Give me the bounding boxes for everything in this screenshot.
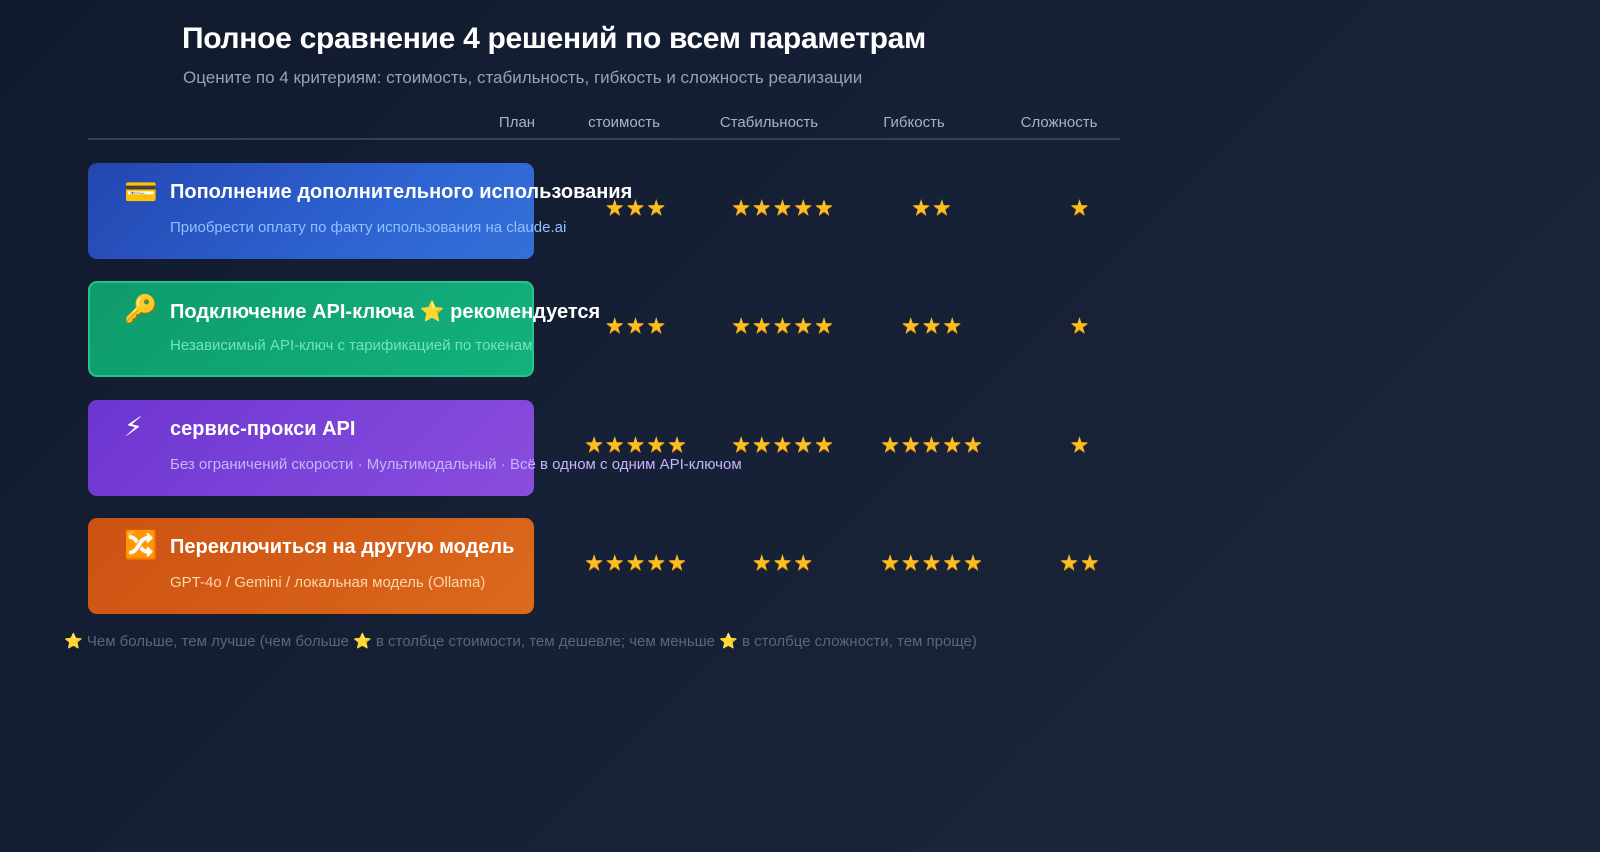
plan-card-api-key[interactable] <box>88 281 534 377</box>
rating-flexibility: ★★★ <box>900 314 964 339</box>
rating-complexity: ★ <box>1069 196 1091 221</box>
rating-complexity: ★ <box>1069 433 1091 458</box>
rating-stability: ★★★★★ <box>731 196 835 221</box>
key-icon: 🔑 <box>124 294 158 325</box>
page-subtitle: Оцените по 4 критериям: стоимость, стаби… <box>183 68 863 87</box>
rating-complexity: ★ <box>1069 314 1091 339</box>
rating-cost: ★★★ <box>604 196 668 221</box>
rating-cost: ★★★★★ <box>584 433 688 458</box>
rating-flexibility: ★★★★★ <box>880 551 984 576</box>
rating-cost: ★★★★★ <box>584 551 688 576</box>
column-header-cost: стоимость <box>588 114 660 131</box>
rating-stability: ★★★★★ <box>731 433 835 458</box>
shuffle-icon: 🔀 <box>124 530 158 561</box>
legend-footnote: ⭐ Чем больше, тем лучше (чем больше ⭐ в … <box>64 632 977 650</box>
plan-name: Пополнение дополнительного использования <box>170 181 633 203</box>
footnote-text-3: в столбце сложности, тем проще) <box>737 633 977 650</box>
rating-flexibility: ★★★★★ <box>880 433 984 458</box>
star-icon: ⭐ <box>353 632 372 650</box>
lightning-icon: ⚡ <box>124 412 143 443</box>
column-header-plan: План <box>498 114 536 131</box>
rating-flexibility: ★★ <box>911 196 953 221</box>
plan-card-topup[interactable] <box>88 163 534 259</box>
plan-card-proxy[interactable] <box>88 400 534 496</box>
column-header-flexibility: Гибкость <box>883 114 945 131</box>
plan-description: Без ограничений скорости · Мультимодальн… <box>170 456 742 473</box>
rating-stability: ★★★★★ <box>731 314 835 339</box>
footnote-text-2: в столбце стоимости, тем дешевле; чем ме… <box>371 633 720 650</box>
page-title: Полное сравнение 4 решений по всем парам… <box>182 22 926 55</box>
plan-card-switch-model[interactable] <box>88 518 534 614</box>
plan-description: Независимый API-ключ с тарификацией по т… <box>170 337 533 354</box>
column-header-complexity: Сложность <box>1020 114 1098 131</box>
credit-card-icon: 💳 <box>124 177 158 208</box>
plan-name: Переключиться на другую модель <box>170 536 515 558</box>
rating-complexity: ★★ <box>1059 551 1101 576</box>
plan-description: Приобрести оплату по факту использования… <box>170 219 567 236</box>
plan-name: сервис-прокси API <box>170 418 356 440</box>
rating-stability: ★★★ <box>751 551 815 576</box>
plan-name: Подключение API-ключа ⭐ рекомендуется <box>170 301 601 323</box>
rating-cost: ★★★ <box>604 314 668 339</box>
plan-description: GPT-4o / Gemini / локальная модель (Olla… <box>170 574 486 591</box>
footnote-text-1: Чем больше, тем лучше (чем больше <box>82 633 354 650</box>
column-header-stability: Стабильность <box>719 114 819 131</box>
table-header: План стоимость Стабильность Гибкость Сло… <box>88 112 1120 140</box>
star-icon: ⭐ <box>64 632 83 650</box>
star-icon: ⭐ <box>719 632 738 650</box>
